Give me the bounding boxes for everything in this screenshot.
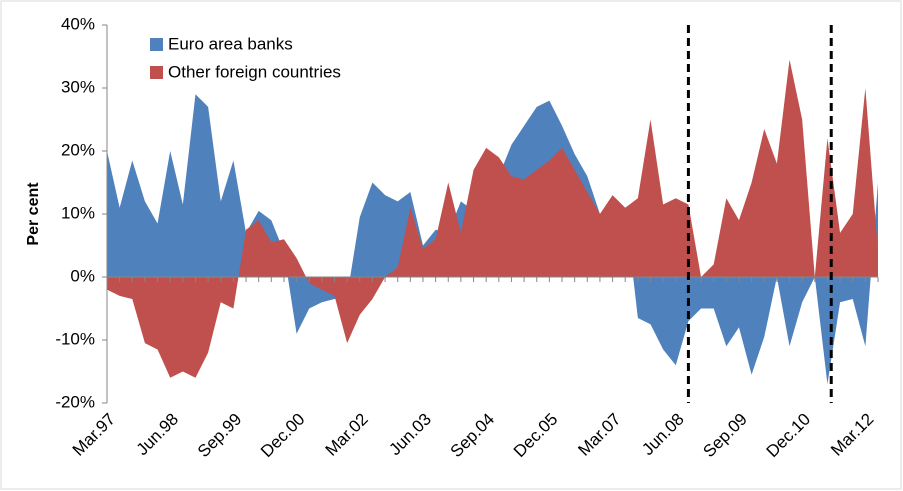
y-tick-label: -20% bbox=[55, 392, 95, 411]
legend-swatch bbox=[150, 66, 163, 79]
y-tick-label: 0% bbox=[70, 266, 95, 285]
legend-swatch bbox=[150, 38, 163, 51]
y-axis-label: Per cent bbox=[25, 182, 42, 246]
y-tick-label: 20% bbox=[61, 140, 95, 159]
y-tick-label: 30% bbox=[61, 77, 95, 96]
area bbox=[107, 59, 878, 378]
legend-label: Euro area banks bbox=[168, 34, 293, 53]
y-tick-label: 40% bbox=[61, 14, 95, 33]
legend-label: Other foreign countries bbox=[168, 62, 341, 81]
y-tick-label: -10% bbox=[55, 329, 95, 348]
y-tick-label: 10% bbox=[61, 203, 95, 222]
